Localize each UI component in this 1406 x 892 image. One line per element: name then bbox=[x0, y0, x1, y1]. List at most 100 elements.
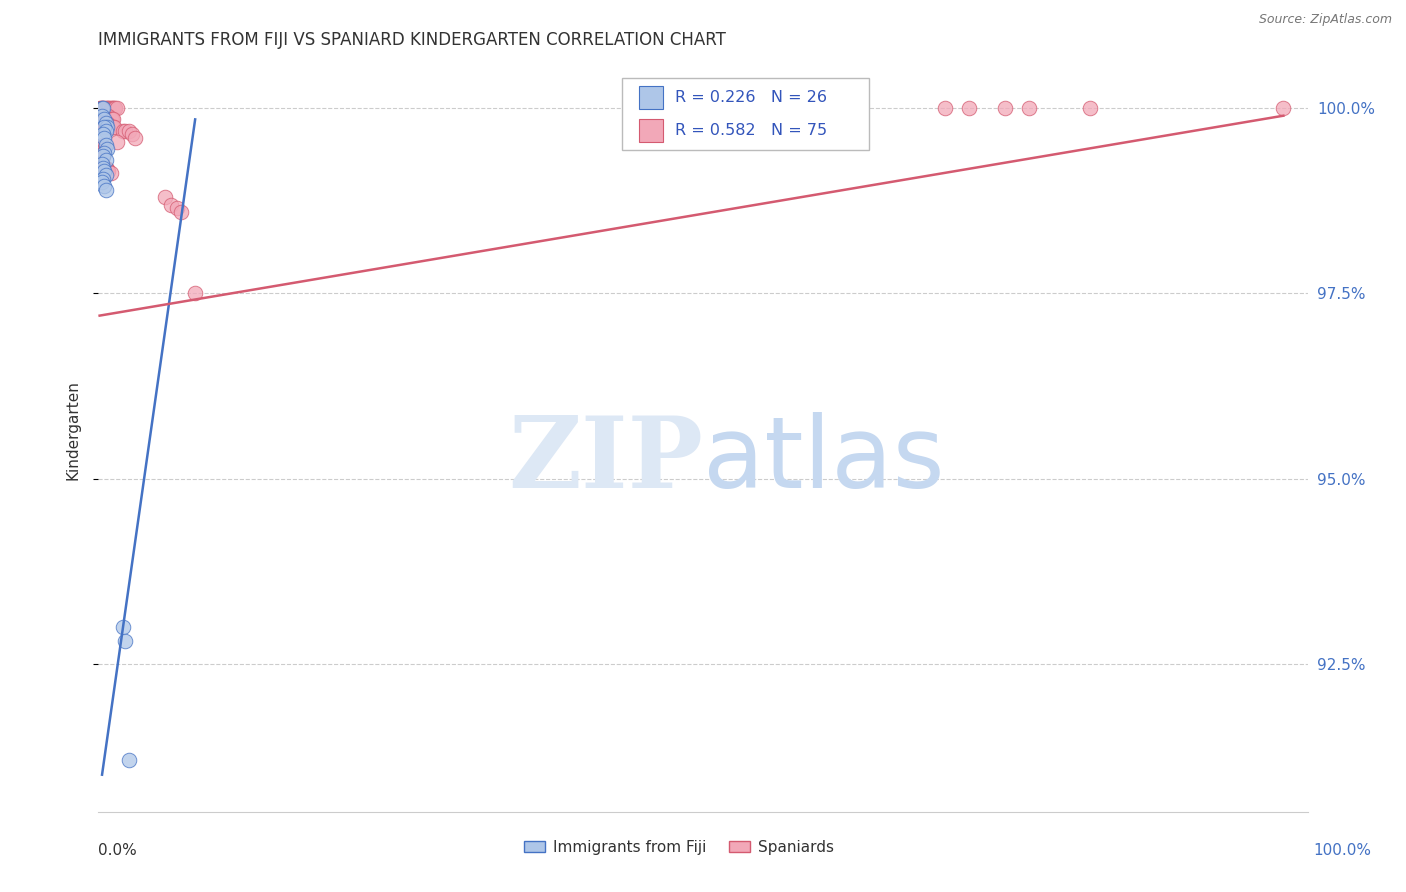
Point bbox=[91, 127, 114, 141]
Point bbox=[93, 109, 115, 123]
Point bbox=[97, 101, 120, 115]
Point bbox=[93, 142, 115, 156]
Point bbox=[98, 120, 121, 134]
Point bbox=[96, 161, 118, 176]
Point bbox=[118, 753, 141, 767]
Point bbox=[90, 145, 112, 160]
Text: R = 0.226   N = 26: R = 0.226 N = 26 bbox=[675, 89, 827, 104]
Point bbox=[100, 120, 122, 134]
Point bbox=[91, 101, 114, 115]
Point bbox=[994, 101, 1017, 115]
Point bbox=[93, 145, 115, 160]
Point bbox=[100, 112, 122, 127]
Point bbox=[100, 101, 122, 115]
Point bbox=[184, 286, 207, 301]
Point bbox=[93, 120, 115, 134]
Point bbox=[1018, 101, 1040, 115]
FancyBboxPatch shape bbox=[621, 78, 869, 150]
Point bbox=[89, 153, 111, 168]
Point bbox=[91, 157, 114, 171]
Point bbox=[91, 147, 114, 161]
Point bbox=[97, 112, 120, 127]
Point bbox=[1272, 101, 1295, 115]
Point bbox=[91, 116, 114, 130]
Point bbox=[166, 201, 188, 215]
Text: Source: ZipAtlas.com: Source: ZipAtlas.com bbox=[1258, 13, 1392, 27]
Point bbox=[101, 101, 124, 115]
Text: 0.0%: 0.0% bbox=[98, 843, 138, 858]
Point bbox=[94, 123, 117, 137]
Point bbox=[93, 179, 115, 194]
Point bbox=[98, 112, 121, 127]
Point bbox=[94, 116, 117, 130]
Bar bbox=[638, 86, 664, 109]
Point bbox=[91, 101, 114, 115]
Point bbox=[97, 109, 120, 123]
Point bbox=[91, 138, 114, 153]
Point bbox=[98, 101, 121, 115]
Point bbox=[114, 123, 136, 137]
Point bbox=[91, 149, 114, 163]
Point bbox=[934, 101, 956, 115]
Point bbox=[103, 101, 125, 115]
Point bbox=[103, 120, 125, 134]
Point bbox=[114, 634, 136, 648]
Point bbox=[96, 116, 118, 130]
Point bbox=[97, 164, 120, 178]
Point bbox=[105, 101, 128, 115]
Point bbox=[100, 112, 122, 127]
Legend: Immigrants from Fiji, Spaniards: Immigrants from Fiji, Spaniards bbox=[517, 834, 841, 862]
Text: ZIP: ZIP bbox=[508, 412, 703, 509]
Point bbox=[91, 140, 114, 154]
Point bbox=[101, 120, 124, 134]
Point bbox=[96, 101, 118, 115]
Point bbox=[94, 116, 117, 130]
Point bbox=[91, 112, 114, 127]
Point bbox=[96, 112, 118, 127]
Point bbox=[96, 109, 118, 123]
Point bbox=[91, 161, 114, 175]
Point bbox=[90, 154, 112, 169]
Point bbox=[91, 109, 114, 123]
Point bbox=[89, 101, 111, 115]
Text: R = 0.582   N = 75: R = 0.582 N = 75 bbox=[675, 123, 827, 138]
Point bbox=[91, 149, 114, 163]
Point bbox=[93, 120, 115, 134]
Point bbox=[91, 159, 114, 173]
Point bbox=[111, 619, 134, 633]
Point bbox=[121, 127, 143, 141]
Point bbox=[96, 120, 118, 134]
Point bbox=[94, 161, 117, 175]
Point bbox=[124, 131, 146, 145]
Point bbox=[160, 197, 183, 211]
Point bbox=[111, 123, 134, 137]
Point bbox=[94, 101, 117, 115]
Point bbox=[93, 112, 115, 127]
Point bbox=[90, 101, 112, 115]
Point bbox=[94, 120, 117, 134]
Point bbox=[94, 112, 117, 127]
Point bbox=[94, 109, 117, 123]
Point bbox=[91, 109, 114, 123]
Point bbox=[118, 123, 141, 137]
Text: IMMIGRANTS FROM FIJI VS SPANIARD KINDERGARTEN CORRELATION CHART: IMMIGRANTS FROM FIJI VS SPANIARD KINDERG… bbox=[98, 31, 727, 49]
Point bbox=[91, 157, 114, 171]
Text: 100.0%: 100.0% bbox=[1313, 843, 1371, 858]
Point bbox=[93, 131, 115, 145]
Point bbox=[100, 101, 122, 115]
Point bbox=[94, 153, 117, 168]
Point bbox=[91, 175, 114, 189]
Point bbox=[153, 190, 176, 204]
Point bbox=[100, 166, 122, 180]
Point bbox=[957, 101, 980, 115]
Bar bbox=[638, 120, 664, 142]
Point bbox=[104, 101, 127, 115]
Point bbox=[91, 112, 114, 127]
Y-axis label: Kindergarten: Kindergarten bbox=[65, 381, 80, 480]
Point bbox=[93, 164, 115, 178]
Point bbox=[1078, 101, 1101, 115]
Point bbox=[93, 101, 115, 115]
Point bbox=[94, 183, 117, 197]
Point bbox=[101, 112, 124, 127]
Point bbox=[96, 120, 118, 134]
